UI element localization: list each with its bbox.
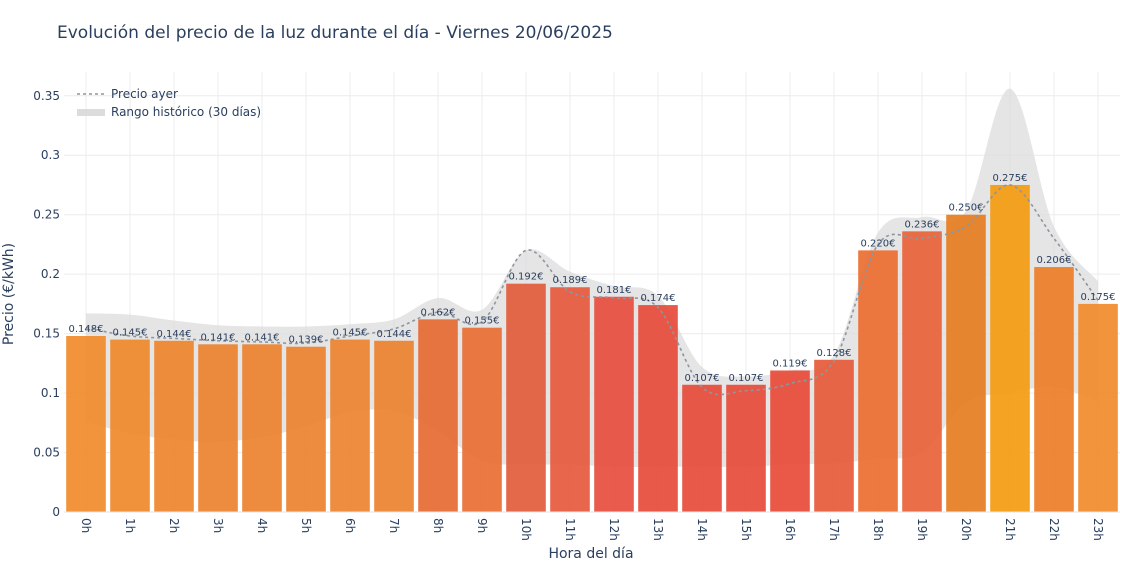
data-labels-layer: 0.148€ 0.145€ 0.144€ 0.141€ 0.141€ 0.139€ 0.14… bbox=[69, 173, 1116, 384]
x-tick-label: 1h bbox=[123, 518, 137, 533]
bar-data-label: 0.144€ bbox=[157, 329, 192, 340]
x-tick-label: 20h bbox=[959, 518, 973, 541]
price-bar bbox=[374, 340, 414, 512]
x-axis-title: Hora del día bbox=[548, 546, 633, 562]
x-tick-label: 16h bbox=[783, 518, 797, 541]
x-tick-label: 14h bbox=[695, 518, 709, 541]
price-bar bbox=[418, 319, 458, 512]
bar-data-label: 0.128€ bbox=[817, 348, 852, 359]
x-tick-label: 18h bbox=[871, 518, 885, 541]
y-tick-label: 0 bbox=[52, 505, 60, 519]
x-tick-label: 21h bbox=[1003, 518, 1017, 541]
price-bar bbox=[946, 214, 986, 512]
price-bar bbox=[242, 344, 282, 512]
bar-data-label: 0.139€ bbox=[289, 335, 324, 346]
y-tick-label: 0.35 bbox=[33, 89, 60, 103]
price-bar bbox=[1034, 267, 1074, 512]
bar-data-label: 0.175€ bbox=[1081, 292, 1116, 303]
price-bar bbox=[902, 231, 942, 512]
price-bar bbox=[682, 384, 722, 512]
price-bar bbox=[638, 305, 678, 512]
x-tick-label: 11h bbox=[563, 518, 577, 541]
chart-title: Evolución del precio de la luz durante e… bbox=[57, 23, 613, 43]
bar-data-label: 0.107€ bbox=[685, 373, 720, 384]
price-bar bbox=[66, 336, 106, 512]
axes-layer: 0 0.05 0.1 0.15 0.2 0.25 0.3 0.35 0h 1h 2h 3h 4h 5h 6h… bbox=[33, 89, 1120, 541]
y-tick-label: 0.2 bbox=[41, 267, 60, 281]
price-bar bbox=[462, 327, 502, 512]
price-bar bbox=[550, 287, 590, 512]
x-tick-label: 23h bbox=[1091, 518, 1105, 541]
x-tick-label: 5h bbox=[299, 518, 313, 533]
bar-data-label: 0.162€ bbox=[421, 307, 456, 318]
bar-data-label: 0.275€ bbox=[993, 173, 1028, 184]
yesterday-price-line bbox=[85, 184, 1099, 396]
x-tick-label: 2h bbox=[167, 518, 181, 533]
y-tick-label: 0.1 bbox=[41, 386, 60, 400]
bar-data-label: 0.107€ bbox=[729, 373, 764, 384]
bars-layer bbox=[66, 184, 1118, 513]
bar-data-label: 0.250€ bbox=[949, 203, 984, 214]
price-bar bbox=[286, 346, 326, 512]
x-tick-label: 8h bbox=[431, 518, 445, 533]
price-bar bbox=[990, 184, 1030, 513]
price-bar bbox=[726, 384, 766, 512]
legend-label-range: Rango histórico (30 días) bbox=[111, 105, 261, 119]
x-tick-label: 0h bbox=[79, 518, 93, 533]
price-bar bbox=[770, 370, 810, 512]
legend: Precio ayer Rango histórico (30 días) bbox=[77, 87, 261, 119]
x-tick-label: 13h bbox=[651, 518, 665, 541]
legend-band-swatch bbox=[77, 109, 105, 116]
x-tick-label: 12h bbox=[607, 518, 621, 541]
y-tick-label: 0.3 bbox=[41, 148, 60, 162]
x-tick-label: 4h bbox=[255, 518, 269, 533]
bar-data-label: 0.192€ bbox=[509, 272, 544, 283]
x-tick-label: 19h bbox=[915, 518, 929, 541]
bar-data-label: 0.144€ bbox=[377, 329, 412, 340]
x-tick-label: 17h bbox=[827, 518, 841, 541]
x-tick-label: 6h bbox=[343, 518, 357, 533]
x-tick-label: 15h bbox=[739, 518, 753, 541]
price-bar bbox=[858, 250, 898, 513]
bar-data-label: 0.148€ bbox=[69, 324, 104, 335]
price-bar bbox=[1078, 303, 1118, 512]
bar-data-label: 0.220€ bbox=[861, 238, 896, 249]
bar-data-label: 0.174€ bbox=[641, 293, 676, 304]
x-tick-label: 22h bbox=[1047, 518, 1061, 541]
y-tick-label: 0.05 bbox=[33, 446, 60, 460]
x-tick-label: 10h bbox=[519, 518, 533, 541]
bar-data-label: 0.206€ bbox=[1037, 255, 1072, 266]
bar-data-label: 0.155€ bbox=[465, 316, 500, 327]
price-bar bbox=[594, 296, 634, 512]
bar-data-label: 0.189€ bbox=[553, 275, 588, 286]
bar-data-label: 0.145€ bbox=[113, 328, 148, 339]
bar-data-label: 0.119€ bbox=[773, 358, 808, 369]
price-bar bbox=[154, 340, 194, 512]
x-tick-label: 3h bbox=[211, 518, 225, 533]
bar-data-label: 0.141€ bbox=[201, 332, 236, 343]
price-bar bbox=[814, 359, 854, 512]
yesterday-line-layer bbox=[85, 184, 1099, 396]
bar-data-label: 0.181€ bbox=[597, 285, 632, 296]
y-tick-label: 0.25 bbox=[33, 208, 60, 222]
price-bar bbox=[110, 339, 150, 512]
price-bar bbox=[198, 344, 238, 512]
price-bar bbox=[506, 283, 546, 512]
legend-label-yesterday: Precio ayer bbox=[111, 87, 178, 101]
bar-data-label: 0.141€ bbox=[245, 332, 280, 343]
x-tick-label: 9h bbox=[475, 518, 489, 533]
x-tick-label: 7h bbox=[387, 518, 401, 533]
bar-data-label: 0.236€ bbox=[905, 219, 940, 230]
bar-data-label: 0.145€ bbox=[333, 328, 368, 339]
y-tick-label: 0.15 bbox=[33, 327, 60, 341]
price-bar bbox=[330, 339, 370, 512]
y-axis-title: Precio (€/kWh) bbox=[1, 243, 17, 345]
